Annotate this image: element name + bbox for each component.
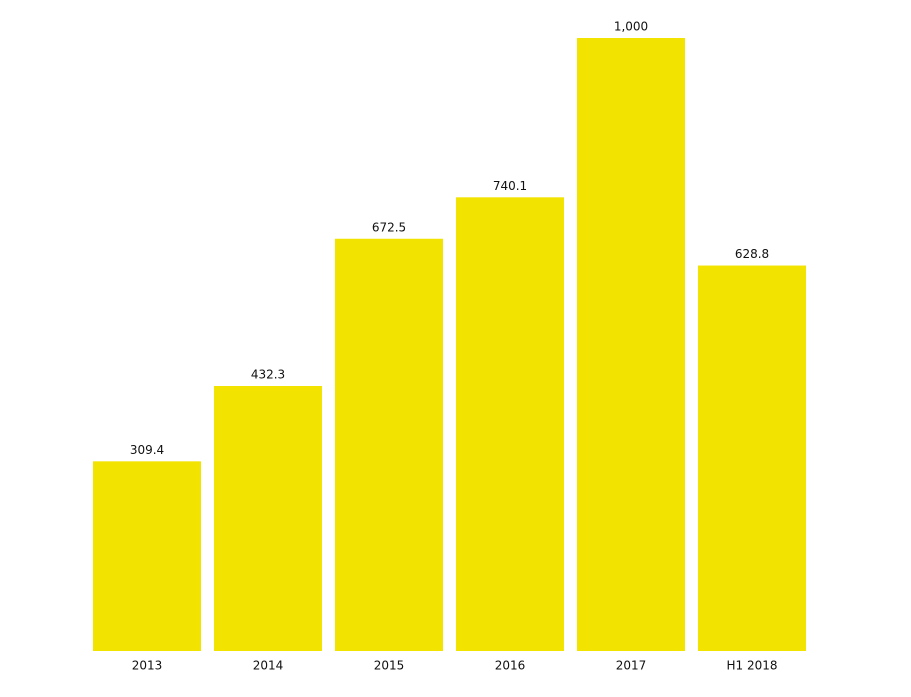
x-tick-label: 2015 xyxy=(374,659,405,673)
bar xyxy=(214,386,322,651)
bar xyxy=(335,238,443,651)
bar xyxy=(456,197,564,651)
bar xyxy=(698,265,806,651)
data-label: 740.1 xyxy=(493,179,527,193)
x-tick-label: 2013 xyxy=(132,659,163,673)
data-label: 1,000 xyxy=(614,20,648,34)
data-label: 432.3 xyxy=(251,368,285,382)
bar xyxy=(93,461,201,651)
x-tick-label: 2016 xyxy=(495,659,526,673)
x-tick-label: H1 2018 xyxy=(726,659,777,673)
x-tick-label: 2017 xyxy=(616,659,647,673)
data-label: 628.8 xyxy=(735,247,769,261)
data-label: 309.4 xyxy=(130,443,164,457)
data-label: 672.5 xyxy=(372,220,406,234)
bar xyxy=(577,38,685,651)
x-tick-label: 2014 xyxy=(253,659,284,673)
